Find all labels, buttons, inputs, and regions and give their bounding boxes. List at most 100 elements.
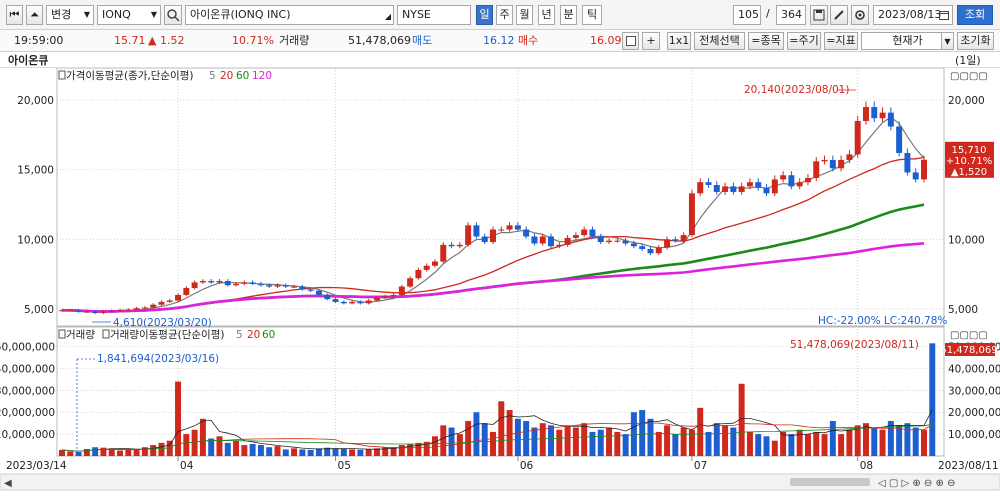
candle-body	[813, 161, 820, 179]
tab-minute[interactable]: 분	[560, 5, 577, 25]
candle-body	[456, 244, 463, 247]
volume-tick-label: 40,000,000	[0, 363, 55, 375]
tab-daily[interactable]: 일	[476, 5, 493, 25]
volume-axis: 50,000,00050,000,00040,000,00040,000,000…	[0, 342, 1000, 442]
tab-yearly[interactable]: 년	[538, 5, 555, 25]
candle-body	[490, 229, 496, 243]
symbol-input[interactable]: IONQ ▼	[97, 5, 161, 25]
scroll-left-icon[interactable]: ◀	[4, 478, 12, 489]
pen-icon	[834, 10, 844, 20]
price-type-select[interactable]: 현재가	[861, 32, 954, 50]
panel-controls-icon[interactable]: ▢▢▢▢	[950, 71, 988, 82]
search-button[interactable]	[164, 5, 182, 25]
volume-bar	[183, 434, 190, 456]
price-type-dropdown[interactable]: ▼	[941, 32, 954, 50]
first-record-button[interactable]: ⏮	[6, 5, 23, 25]
candle-body	[581, 229, 588, 236]
volume-bar	[498, 401, 505, 456]
candle-body	[804, 178, 811, 183]
volume-bar	[291, 448, 298, 456]
candle-body	[382, 296, 389, 298]
exchange-field: NYSE	[397, 5, 471, 25]
badge-price: 15,710	[952, 145, 987, 156]
candle-body	[614, 240, 621, 242]
volume-bar	[431, 436, 438, 456]
price-tick-label-right: 5,000	[948, 304, 978, 316]
date-input[interactable]: 2023/08/13	[873, 5, 953, 25]
tab-monthly[interactable]: 월	[516, 5, 533, 25]
price-change-pct: 10.71%	[232, 34, 274, 47]
volume-bar	[332, 448, 339, 456]
horizontal-scrollbar[interactable]: ◀ ◁ ▢ ▷ ⊕ ⊖ ⊕ ⊖	[0, 473, 1000, 491]
price-tick-label-right: 20,000	[948, 95, 985, 107]
volume-bar	[581, 423, 588, 456]
period-button[interactable]: =주기	[787, 32, 821, 50]
volume-bar	[299, 449, 306, 456]
date-tick-label: 05	[338, 460, 351, 472]
indicator-button[interactable]: =지표	[824, 32, 858, 50]
chevron-down-icon: ▼	[150, 10, 157, 19]
select-all-button[interactable]: 전체선택	[694, 32, 745, 50]
ask-label: 매도	[412, 34, 433, 47]
total-count: 364	[776, 5, 806, 25]
prev-record-button[interactable]: ⏶	[26, 5, 43, 25]
tab-weekly[interactable]: 주	[496, 5, 513, 25]
chart-title: 아이온큐	[8, 54, 49, 67]
scroll-controls-icon[interactable]: ◁ ▢ ▷ ⊕ ⊖ ⊕ ⊖	[878, 478, 955, 489]
panel-control-icons[interactable]: ▢▢▢▢ ▢▢▢▢	[950, 71, 988, 341]
candle-body	[755, 182, 762, 188]
volume-bar	[572, 427, 579, 456]
volume-tick-label-right: 30,000,000	[948, 385, 1000, 397]
price-tick-label-right: 10,000	[948, 234, 985, 246]
candle-body	[465, 225, 472, 245]
volume-bar	[125, 449, 132, 456]
volume-bar	[788, 434, 795, 456]
ratio-button[interactable]: 1x1	[667, 32, 691, 50]
candle-body	[423, 265, 430, 270]
volume-bar	[233, 440, 240, 456]
candle-body	[299, 286, 306, 290]
stock-chart[interactable]: 20,00020,00015,00015,00010,00010,0005,00…	[0, 68, 1000, 497]
volume-bar	[838, 434, 845, 456]
settings-button[interactable]	[851, 5, 869, 25]
toggle-checkbox[interactable]	[622, 32, 639, 50]
price-legend: 가격이동평균(종가,단순이평) 5 20 60 120	[58, 69, 272, 82]
volume-bar	[133, 448, 140, 456]
exchange-name: NYSE	[402, 8, 431, 21]
volume-bar	[117, 450, 124, 456]
candle-body	[83, 311, 90, 313]
mode-select[interactable]: 변경 ▼	[46, 5, 94, 25]
candle-body	[373, 297, 380, 301]
volume-bar	[199, 418, 206, 456]
candle-body	[224, 281, 231, 286]
volume-panel-controls-icon[interactable]: ▢▢▢▢	[950, 330, 988, 341]
candle-body	[697, 182, 704, 194]
tab-tick[interactable]: 틱	[582, 5, 602, 25]
volume-bar	[887, 420, 894, 456]
volume-bar	[514, 418, 521, 456]
item-button[interactable]: =종목	[748, 32, 784, 50]
volume-bar	[158, 442, 165, 456]
count-input[interactable]: 105	[733, 5, 761, 25]
volume-bar	[755, 434, 762, 456]
candle-body	[829, 159, 836, 169]
draw-tool-button[interactable]	[830, 5, 848, 25]
candle-body	[257, 283, 264, 286]
volume-moving-averages	[61, 409, 933, 452]
reset-button[interactable]: 초기화	[957, 32, 994, 50]
add-button[interactable]: +	[642, 32, 660, 50]
volume-bar	[208, 438, 215, 456]
symbol-value: IONQ	[102, 8, 131, 21]
volume-bar	[705, 431, 712, 456]
query-button[interactable]: 조회	[957, 5, 993, 25]
price-moving-averages	[62, 116, 925, 313]
candle-body	[846, 154, 853, 160]
price-tick-label: 15,000	[17, 165, 54, 177]
volume-bar	[921, 429, 927, 456]
candle-body	[664, 239, 671, 248]
quote-bar: 19:59:00 15.71 ▲ 1.52 10.71% 거래량 51,478,…	[0, 30, 1000, 52]
scroll-thumb[interactable]	[790, 478, 870, 486]
bid-label: 매수	[518, 34, 539, 47]
vma60-label: 60	[262, 329, 275, 341]
save-button[interactable]	[810, 5, 828, 25]
